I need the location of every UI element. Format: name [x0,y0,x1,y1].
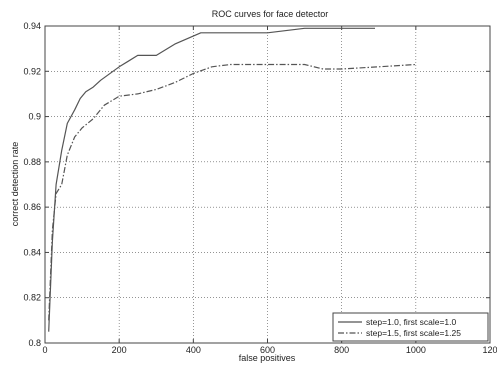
series-line-1 [48,63,416,321]
y-tick-label: 0.86 [23,202,41,212]
legend-label-0: step=1.0, first scale=1.0 [366,317,457,327]
y-tick-label: 0.88 [23,157,41,167]
chart-title: ROC curves for face detector [212,9,329,19]
x-tick-label: 1000 [406,345,426,355]
axis-ticks: 0 200 400 600 800 1000 120 0.8 0.82 0.84 0.86 0.88 0… [23,21,497,355]
x-tick-label: 800 [334,345,349,355]
y-tick-label: 0.8 [28,338,41,348]
x-tick-label: 0 [42,345,47,355]
legend-label-1: step=1.5, first scale=1.25 [366,328,461,338]
x-tick-label: 200 [112,345,127,355]
x-tick-label: 400 [186,345,201,355]
y-tick-label: 0.9 [28,112,41,122]
grid [45,26,490,343]
series-line-0 [48,27,375,332]
y-axis-label: correct detection rate [10,142,20,227]
x-tick-label: 600 [260,345,275,355]
legend: step=1.0, first scale=1.0 step=1.5, firs… [332,312,489,342]
legend-box [332,312,489,342]
y-tick-label: 0.84 [23,247,41,257]
x-axis-label: false positives [239,353,296,363]
y-tick-label: 0.82 [23,293,41,303]
y-tick-label: 0.94 [23,21,41,31]
plot-frame [44,25,491,344]
series-layer [48,27,416,332]
x-tick-label: 120 [482,345,497,355]
y-tick-label: 0.92 [23,66,41,76]
